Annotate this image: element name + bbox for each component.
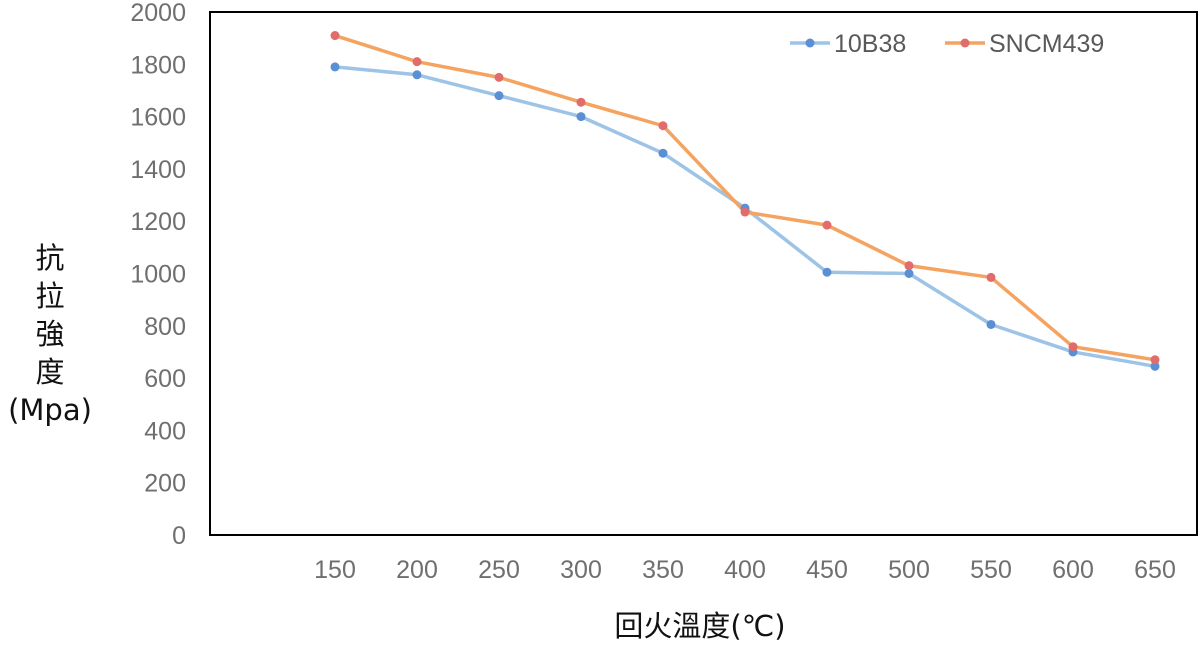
y-axis-title-line: 強 [35,317,64,351]
data-point-10b38 [494,91,504,101]
data-point-sncm439 [740,207,750,217]
data-point-sncm439 [330,31,340,41]
x-tick-label: 450 [806,556,848,584]
y-axis-ticks: 0 200 400 600 800 1000 1200 1400 1600 1800 2000 [130,0,186,550]
x-axis-ticks: 150 200 250 300 350 400 450 500 550 600 650 [314,556,1176,584]
data-point-10b38 [986,319,996,329]
y-tick-label: 1800 [130,51,186,79]
data-point-10b38 [330,62,340,72]
y-tick-label: 0 [172,522,186,550]
series-markers [330,31,1160,371]
x-tick-label: 200 [396,556,438,584]
data-point-sncm439 [576,97,586,107]
data-point-10b38 [576,112,586,122]
data-point-10b38 [1150,361,1160,371]
data-point-10b38 [412,70,422,80]
x-tick-label: 300 [560,556,602,584]
x-tick-label: 650 [1134,556,1176,584]
data-point-sncm439 [494,72,504,82]
y-axis-title-line: 度 [35,355,64,389]
x-tick-label: 250 [478,556,520,584]
data-point-sncm439 [904,261,914,271]
data-point-10b38 [904,269,914,278]
legend-label: 10B38 [834,30,906,58]
legend-marker-10b38 [805,38,815,48]
x-tick-label: 600 [1052,556,1094,584]
data-point-sncm439 [412,57,422,67]
legend-marker-sncm439 [960,38,970,48]
data-point-10b38 [658,148,668,158]
y-tick-label: 1600 [130,104,186,132]
plot-area [209,11,1198,536]
y-tick-label: 1400 [130,156,186,184]
data-point-sncm439 [658,121,668,131]
data-point-sncm439 [1150,355,1160,365]
x-tick-label: 350 [642,556,684,584]
y-tick-label: 400 [144,417,186,445]
y-axis-title-line: 拉 [35,279,64,313]
y-tick-label: 600 [144,365,186,393]
legend: 10B38 SNCM439 [790,30,1104,58]
legend-label: SNCM439 [989,30,1104,58]
y-axis-title-line: 抗 [35,241,64,275]
x-tick-label: 400 [724,556,766,584]
x-axis-title: 回火溫度(℃) [614,609,785,643]
y-tick-label: 2000 [130,0,186,27]
data-point-sncm439 [986,272,996,282]
y-tick-label: 1200 [130,208,186,236]
y-tick-label: 800 [144,313,186,341]
y-tick-label: 1000 [130,261,186,289]
data-point-10b38 [822,267,832,277]
y-tick-label: 200 [144,470,186,498]
x-tick-label: 500 [888,556,930,584]
data-point-sncm439 [1068,342,1078,352]
x-tick-label: 550 [970,556,1012,584]
x-tick-label: 150 [314,556,356,584]
data-point-sncm439 [822,220,832,230]
y-axis-title-line: (Mpa) [8,393,92,427]
